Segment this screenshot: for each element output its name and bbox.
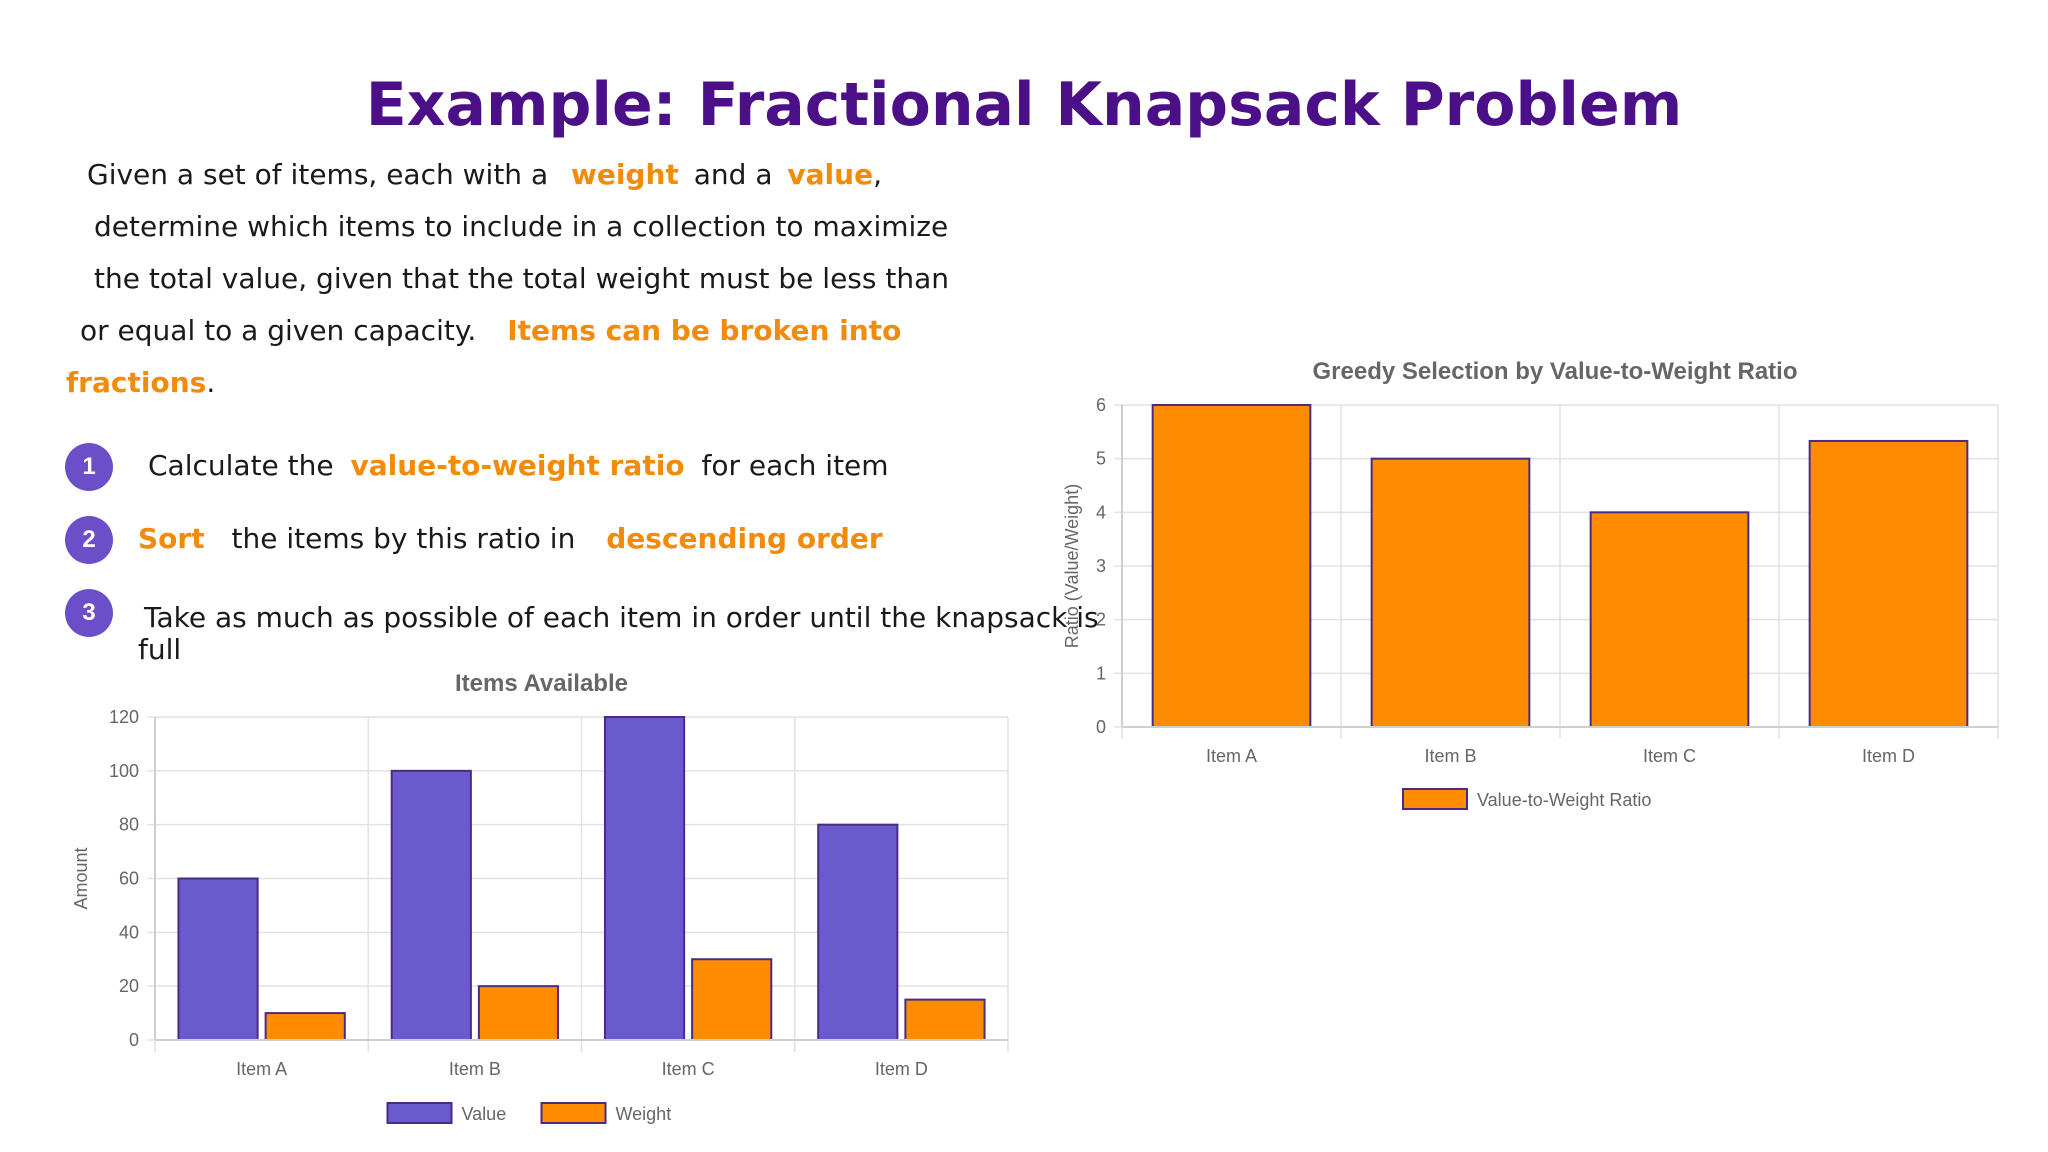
bar-value-to-weight-ratio-item-b [1370,457,1531,728]
step-2-badge: 2 [65,516,113,564]
step-2-text: Sort the items by this ratio in descendi… [138,523,883,555]
y-tick-label: 6 [1096,395,1106,415]
chart-title: Greedy Selection by Value-to-Weight Rati… [1313,358,1798,385]
intro-line-4: or equal to a given capacity. Items can … [80,314,901,348]
y-tick-label: 0 [129,1030,139,1050]
y-tick-label: 120 [109,707,139,727]
intro-line-5: fractions. [66,366,215,400]
step-1-badge: 1 [65,443,113,491]
y-axis-label: Ratio (Value/Weight) [1062,484,1082,648]
bar-value-item-b [390,769,472,1041]
page-title: Example: Fractional Knapsack Problem [365,70,1683,140]
x-tick-label: Item B [1424,746,1476,766]
step-3-badge: 3 [65,589,113,637]
y-tick-label: 3 [1096,556,1106,576]
y-tick-label: 1 [1096,663,1106,683]
bar-weight-item-c [691,958,773,1041]
y-tick-label: 5 [1096,449,1106,469]
bar-value-to-weight-ratio-item-a [1151,404,1312,728]
step-highlight: Sort [138,522,205,555]
x-tick-label: Item A [236,1059,287,1079]
x-tick-label: Item C [1643,746,1696,766]
bar-value-item-c [603,716,686,1041]
bar-weight-item-d [904,998,986,1041]
legend-label: Weight [616,1104,672,1124]
step-3-text: Take as much as possible of each item in… [144,601,1099,634]
intro-highlight-value: value [787,158,874,191]
legend-swatch [1402,788,1468,810]
y-tick-label: 0 [1096,717,1106,737]
y-tick-label: 80 [119,815,139,835]
y-tick-label: 20 [119,976,139,996]
intro-highlight-fractions-end: fractions [66,366,207,399]
step-text: for each item [701,449,889,482]
chart-title: Items Available [455,670,628,697]
intro-highlight-weight: weight [571,158,679,191]
intro-text: or equal to a given capacity. [80,314,477,347]
step-text: Calculate the [148,449,334,482]
bar-value-to-weight-ratio-item-d [1808,439,1969,728]
intro-text: and a [693,158,773,191]
x-tick-label: Item D [1862,746,1915,766]
bar-weight-item-a [264,1012,346,1041]
legend-label: Value [462,1104,507,1124]
intro-line-3: the total value, given that the total we… [94,262,949,295]
bar-value-item-d [817,823,899,1042]
bar-value-to-weight-ratio-item-c [1589,511,1750,728]
step-highlight: value-to-weight ratio [350,449,685,482]
bar-value-item-a [177,877,259,1041]
legend-swatch [540,1102,607,1124]
step-1-text: Calculate the value-to-weight ratio for … [148,450,889,482]
step-text: the items by this ratio in [231,522,576,555]
step-3-text-cont: full [138,633,182,666]
legend-label: Value-to-Weight Ratio [1477,790,1651,810]
y-tick-label: 40 [119,922,139,942]
bar-weight-item-b [477,985,560,1042]
y-axis-label: Amount [71,847,91,909]
items-available-chart: Items Available 0 20 40 60 80 100 120 Item A Item… [71,670,1009,1124]
y-tick-label: 100 [109,761,139,781]
y-tick-label: 2 [1096,610,1106,630]
intro-line-1: Given a set of items, each with a weight… [87,158,882,192]
ratio-chart: Greedy Selection by Value-to-Weight Rati… [1062,358,1999,810]
y-tick-label: 4 [1096,502,1106,522]
x-tick-label: Item A [1206,746,1257,766]
intro-highlight-fractions: Items can be broken into [507,314,902,347]
y-tick-label: 60 [119,869,139,889]
intro-text: . [206,366,216,399]
intro-text: Given a set of items, each with a [87,158,549,191]
x-tick-label: Item C [662,1059,715,1079]
x-tick-label: Item D [875,1059,928,1079]
intro-line-2: determine which items to include in a co… [94,210,949,243]
legend-swatch [386,1102,453,1124]
step-highlight: descending order [606,522,883,555]
intro-text: , [873,158,882,191]
x-tick-label: Item B [449,1059,501,1079]
